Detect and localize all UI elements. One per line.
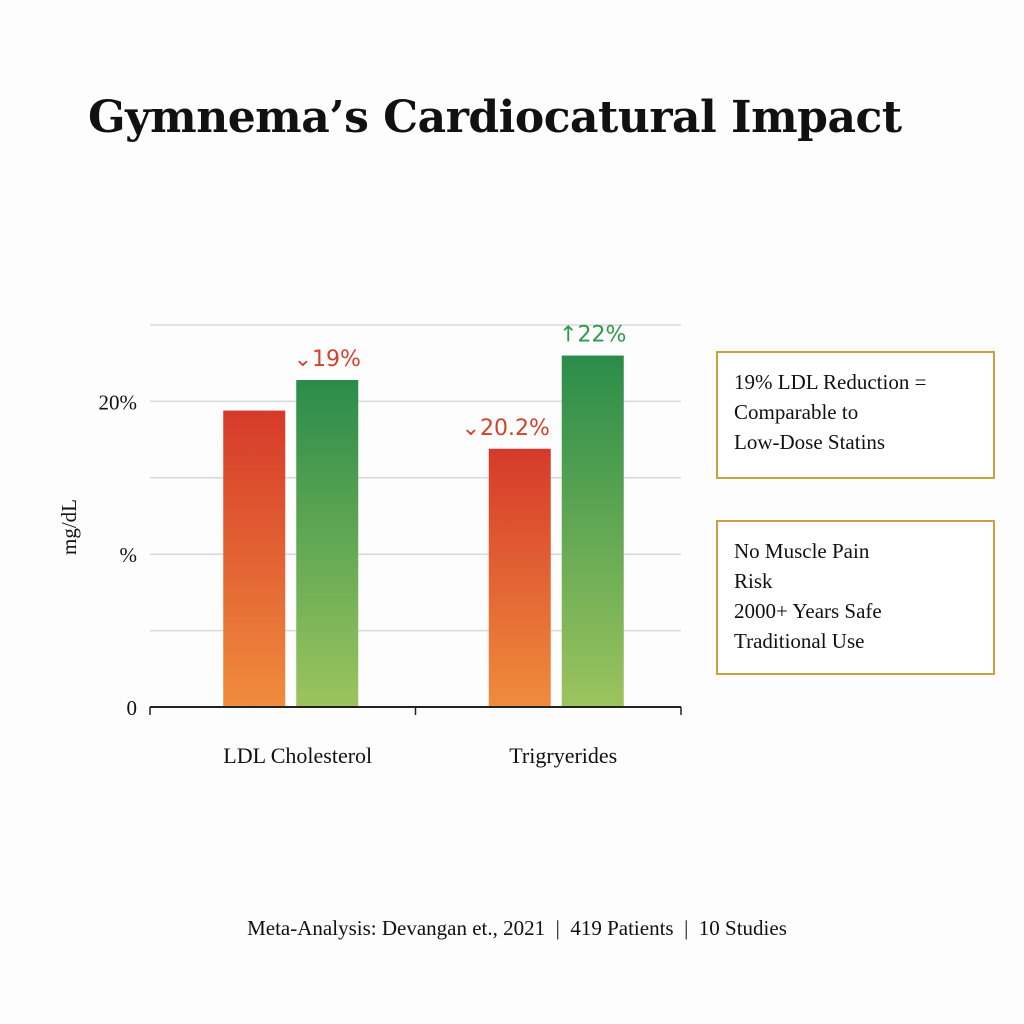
callout-line: Comparable to bbox=[734, 400, 859, 424]
data-label: ↑22% bbox=[559, 323, 626, 348]
y-tick-label: % bbox=[120, 543, 138, 567]
data-label: ⌄20.2% bbox=[462, 416, 550, 441]
callout-safety: No Muscle Pain Risk 2000+ Years Safe Tra… bbox=[716, 520, 995, 675]
data-label: ⌄19% bbox=[294, 347, 361, 372]
callout-line: Low-Dose Statins bbox=[734, 430, 886, 454]
callout-ldl-statins: 19% LDL Reduction = Comparable to Low-Do… bbox=[716, 351, 995, 479]
bar bbox=[488, 448, 551, 707]
chart-title: Gymnema’s Cardiocatural Impact bbox=[88, 92, 902, 143]
callout-line: No Muscle Pain bbox=[734, 539, 870, 563]
y-tick-label: 20% bbox=[99, 390, 138, 414]
bar bbox=[296, 380, 359, 707]
x-tick-label: Trigryerides bbox=[509, 743, 617, 768]
footer-source: Meta-Analysis: Devangan et., 2021 | 419 … bbox=[247, 916, 787, 940]
y-tick-label: 0 bbox=[127, 696, 138, 720]
callout-line: 2000+ Years Safe bbox=[734, 599, 882, 623]
bar bbox=[561, 355, 624, 707]
x-tick-label: LDL Cholesterol bbox=[223, 743, 372, 768]
callout-line: Traditional Use bbox=[734, 629, 865, 653]
y-axis-label: mg/dL bbox=[57, 499, 81, 555]
bar bbox=[223, 410, 286, 707]
callout-line: 19% LDL Reduction = bbox=[734, 370, 927, 394]
callout-line: Risk bbox=[734, 569, 773, 593]
